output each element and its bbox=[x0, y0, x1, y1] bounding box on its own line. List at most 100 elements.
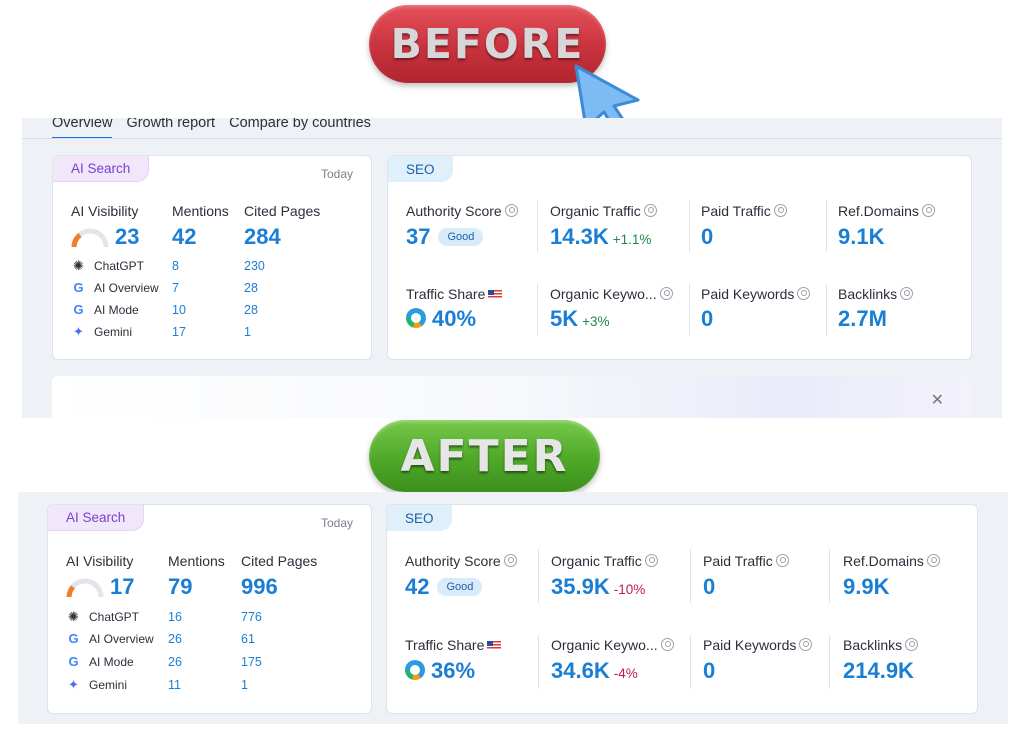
backlinks-value[interactable]: 214.9K bbox=[843, 658, 914, 683]
after-badge: AFTER bbox=[369, 420, 600, 492]
today-label: Today bbox=[320, 516, 353, 530]
seo-card: SEO Authority Score 42 Good Organic Traff… bbox=[386, 504, 978, 714]
chatgpt-mentions: 8 bbox=[172, 259, 179, 273]
platform-label: AI Mode bbox=[94, 302, 139, 317]
info-icon[interactable] bbox=[644, 554, 658, 567]
us-flag-icon bbox=[488, 290, 503, 299]
platform-row-chatgpt: ✺ ChatGPT bbox=[66, 609, 139, 624]
authority-score-label: Authority Score bbox=[405, 553, 517, 569]
divider bbox=[829, 635, 830, 689]
close-icon[interactable]: ✕ bbox=[930, 392, 944, 409]
info-icon[interactable] bbox=[797, 287, 811, 300]
divider bbox=[690, 549, 691, 603]
organic-traffic-delta: +1.1% bbox=[612, 232, 652, 247]
visibility-gauge-icon bbox=[71, 228, 109, 248]
divider bbox=[537, 200, 538, 252]
ai-search-card: AI Search Today AI Visibility Mentions C… bbox=[52, 155, 372, 360]
chatgpt-icon: ✺ bbox=[73, 257, 84, 273]
platform-row-ai-overview: G AI Overview bbox=[71, 280, 158, 295]
organic-keywords-label: Organic Keywo... bbox=[550, 286, 673, 302]
divider bbox=[538, 635, 539, 689]
backlinks-value[interactable]: 2.7M bbox=[838, 306, 887, 331]
platform-label: ChatGPT bbox=[94, 258, 145, 273]
organic-keywords-delta: +3% bbox=[582, 314, 610, 329]
backlinks-label: Backlinks bbox=[838, 286, 914, 302]
ref-domains-value[interactable]: 9.1K bbox=[838, 224, 885, 249]
ai-overview-cited: 28 bbox=[244, 281, 258, 295]
paid-traffic-label: Paid Traffic bbox=[701, 203, 787, 219]
traffic-share-donut-icon bbox=[405, 660, 425, 680]
organic-traffic-value[interactable]: 14.3K +1.1% bbox=[550, 224, 652, 249]
info-icon[interactable] bbox=[799, 638, 813, 651]
authority-score-value: 37 Good bbox=[406, 224, 484, 250]
platform-row-ai-mode: G AI Mode bbox=[66, 654, 133, 669]
today-label: Today bbox=[320, 167, 353, 181]
gemini-cited: 1 bbox=[241, 678, 248, 692]
info-icon[interactable] bbox=[773, 204, 787, 217]
divider bbox=[538, 549, 539, 603]
chatgpt-cited: 230 bbox=[244, 259, 265, 273]
ai-mode-mentions: 10 bbox=[172, 303, 186, 317]
ai-visibility-label: AI Visibility bbox=[66, 553, 134, 569]
tab-overview[interactable]: Overview bbox=[52, 118, 113, 139]
ai-search-tag: AI Search bbox=[48, 505, 145, 531]
tab-compare-countries[interactable]: Compare by countries bbox=[229, 118, 371, 131]
ai-overview-mentions: 7 bbox=[172, 281, 179, 295]
tab-growth-report[interactable]: Growth report bbox=[126, 118, 216, 131]
divider bbox=[826, 284, 827, 336]
info-icon[interactable] bbox=[659, 287, 673, 300]
traffic-share-value[interactable]: 40% bbox=[406, 306, 476, 332]
mentions-value: 42 bbox=[172, 224, 197, 249]
chatgpt-mentions: 16 bbox=[168, 610, 182, 624]
traffic-share-label: Traffic Share bbox=[406, 286, 503, 302]
info-icon[interactable] bbox=[660, 638, 674, 651]
visibility-gauge-icon bbox=[66, 578, 104, 598]
info-icon[interactable] bbox=[900, 287, 914, 300]
paid-traffic-value[interactable]: 0 bbox=[701, 224, 714, 249]
backlinks-label: Backlinks bbox=[843, 637, 919, 653]
info-icon[interactable] bbox=[504, 204, 518, 217]
gemini-icon: ✦ bbox=[68, 676, 79, 692]
good-badge: Good bbox=[438, 228, 484, 246]
info-icon[interactable] bbox=[926, 554, 940, 567]
info-icon[interactable] bbox=[643, 204, 657, 217]
seo-tag: SEO bbox=[388, 156, 453, 182]
ref-domains-label: Ref.Domains bbox=[838, 203, 935, 219]
info-icon[interactable] bbox=[503, 554, 517, 567]
info-icon[interactable] bbox=[775, 554, 789, 567]
paid-keywords-label: Paid Keywords bbox=[703, 637, 813, 653]
organic-keywords-value[interactable]: 5K +3% bbox=[550, 306, 610, 331]
traffic-share-donut-icon bbox=[406, 308, 426, 328]
info-icon[interactable] bbox=[905, 638, 919, 651]
google-icon: G bbox=[68, 654, 79, 669]
cited-pages-label: Cited Pages bbox=[244, 203, 321, 219]
ai-visibility-value: 17 bbox=[110, 574, 135, 599]
platform-label: Gemini bbox=[94, 324, 133, 339]
paid-keywords-value[interactable]: 0 bbox=[701, 306, 714, 331]
gemini-mentions: 17 bbox=[172, 325, 186, 339]
cited-pages-value: 284 bbox=[244, 224, 281, 249]
paid-keywords-value[interactable]: 0 bbox=[703, 658, 716, 683]
organic-keywords-value[interactable]: 34.6K -4% bbox=[551, 658, 638, 683]
platform-row-gemini: ✦ Gemini bbox=[71, 324, 132, 339]
traffic-share-value[interactable]: 36% bbox=[405, 658, 475, 684]
cited-pages-label: Cited Pages bbox=[241, 553, 318, 569]
organic-traffic-value[interactable]: 35.9K -10% bbox=[551, 574, 646, 599]
organic-keywords-label: Organic Keywo... bbox=[551, 637, 674, 653]
ai-visibility-value: 23 bbox=[115, 224, 140, 249]
authority-score-label: Authority Score bbox=[406, 203, 518, 219]
divider bbox=[826, 200, 827, 252]
info-icon[interactable] bbox=[921, 204, 935, 217]
promo-banner bbox=[52, 376, 970, 418]
seo-tag: SEO bbox=[387, 505, 452, 531]
divider bbox=[690, 635, 691, 689]
platform-row-ai-mode: G AI Mode bbox=[71, 302, 139, 317]
tab-bar: Overview Growth report Compare by countr… bbox=[52, 118, 371, 139]
ref-domains-value[interactable]: 9.9K bbox=[843, 574, 890, 599]
ai-visibility-label: AI Visibility bbox=[71, 203, 139, 219]
mentions-label: Mentions bbox=[168, 553, 225, 569]
traffic-share-label: Traffic Share bbox=[405, 637, 502, 653]
paid-traffic-value[interactable]: 0 bbox=[703, 574, 716, 599]
divider bbox=[829, 549, 830, 603]
gemini-cited: 1 bbox=[244, 325, 251, 339]
